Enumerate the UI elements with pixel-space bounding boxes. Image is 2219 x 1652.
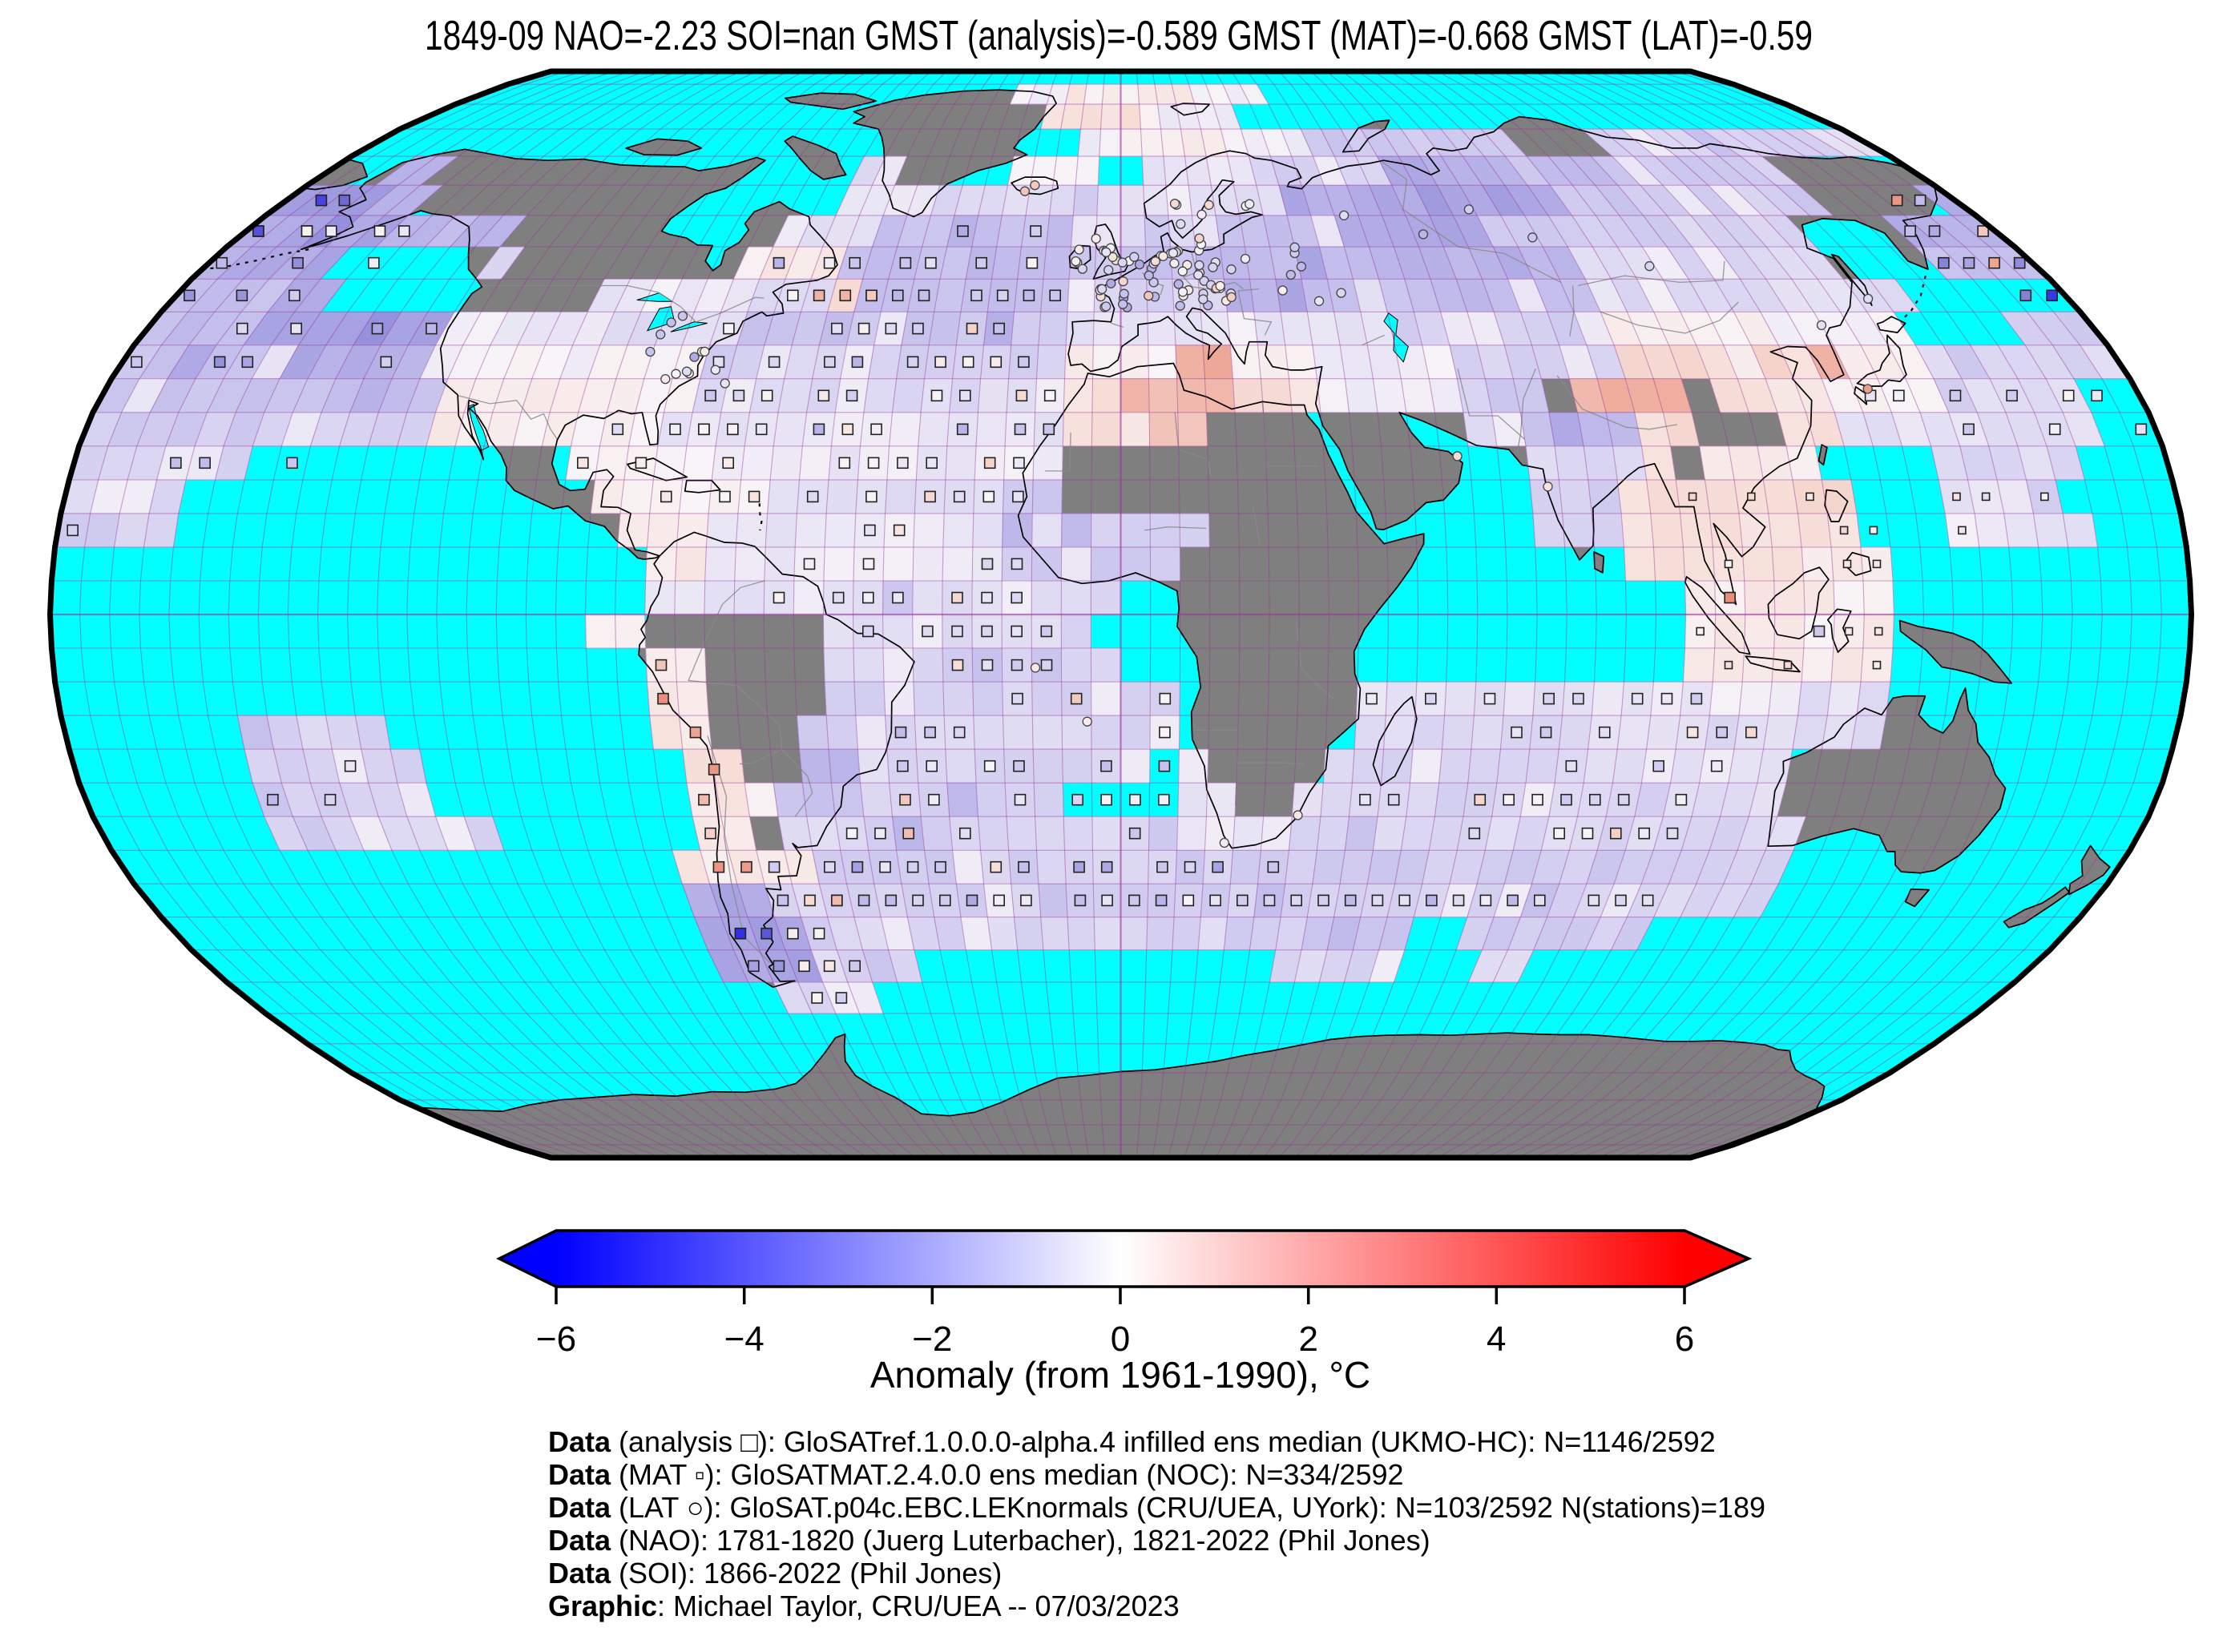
svg-text:6: 6 xyxy=(1675,1320,1694,1359)
svg-text:−2: −2 xyxy=(912,1320,952,1359)
svg-text:−6: −6 xyxy=(536,1320,576,1359)
svg-text:1849-09 NAO=-2.23 SOI=nan GMST: 1849-09 NAO=-2.23 SOI=nan GMST (analysis… xyxy=(425,13,1813,59)
svg-text:4: 4 xyxy=(1487,1320,1506,1359)
svg-text:Data (analysis □): GloSATref.1: Data (analysis □): GloSATref.1.0.0.0-alp… xyxy=(548,1425,1716,1458)
svg-text:Data (SOI): 1866-2022 (Phil Jo: Data (SOI): 1866-2022 (Phil Jones) xyxy=(548,1557,1002,1590)
svg-text:Anomaly (from 1961-1990), °C: Anomaly (from 1961-1990), °C xyxy=(870,1354,1370,1396)
svg-text:Data (NAO): 1781-1820 (Juerg L: Data (NAO): 1781-1820 (Juerg Luterbacher… xyxy=(548,1524,1430,1557)
svg-text:Graphic: Michael Taylor, CRU/U: Graphic: Michael Taylor, CRU/UEA -- 07/0… xyxy=(548,1590,1180,1622)
svg-text:Data (MAT ▫): GloSATMAT.2.4.0.: Data (MAT ▫): GloSATMAT.2.4.0.0 ens medi… xyxy=(548,1458,1404,1491)
svg-text:Data (LAT ○): GloSAT.p04c.EBC.: Data (LAT ○): GloSAT.p04c.EBC.LEKnormals… xyxy=(548,1491,1765,1524)
svg-text:−4: −4 xyxy=(724,1320,765,1359)
svg-text:0: 0 xyxy=(1111,1320,1130,1359)
svg-text:2: 2 xyxy=(1298,1320,1317,1359)
